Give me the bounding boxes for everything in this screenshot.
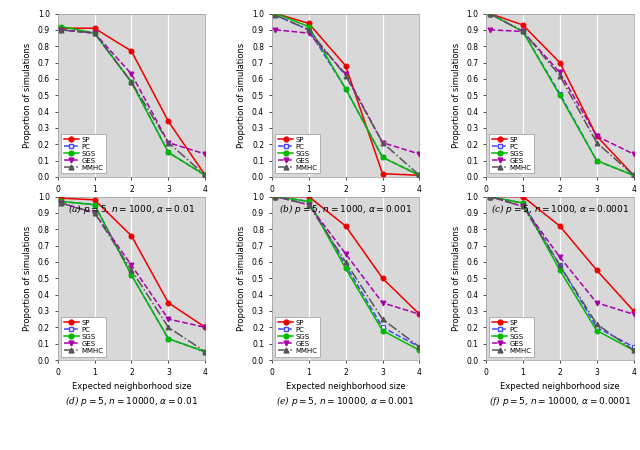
Legend: SP, PC, SGS, GES, MMHC: SP, PC, SGS, GES, MMHC <box>275 317 320 356</box>
Text: (b) $p = 5$, $n = 1000$, $\alpha = 0.001$: (b) $p = 5$, $n = 1000$, $\alpha = 0.001… <box>279 202 412 216</box>
Y-axis label: Proportion of simulations: Proportion of simulations <box>23 43 32 148</box>
X-axis label: Expected neighborhood size: Expected neighborhood size <box>72 199 191 208</box>
X-axis label: Expected neighborhood size: Expected neighborhood size <box>72 382 191 391</box>
Legend: SP, PC, SGS, GES, MMHC: SP, PC, SGS, GES, MMHC <box>490 134 534 173</box>
Text: (c) $p = 5$, $n = 1000$, $\alpha = 0.0001$: (c) $p = 5$, $n = 1000$, $\alpha = 0.000… <box>491 202 629 216</box>
Y-axis label: Proportion of simulations: Proportion of simulations <box>237 43 246 148</box>
Legend: SP, PC, SGS, GES, MMHC: SP, PC, SGS, GES, MMHC <box>61 134 106 173</box>
X-axis label: Expected neighborhood size: Expected neighborhood size <box>286 199 405 208</box>
Y-axis label: Proportion of simulations: Proportion of simulations <box>23 225 32 331</box>
Y-axis label: Proportion of simulations: Proportion of simulations <box>237 225 246 331</box>
X-axis label: Expected neighborhood size: Expected neighborhood size <box>286 382 405 391</box>
Text: (a) $p = 5$, $n = 1000$, $\alpha = 0.01$: (a) $p = 5$, $n = 1000$, $\alpha = 0.01$ <box>68 202 195 216</box>
Legend: SP, PC, SGS, GES, MMHC: SP, PC, SGS, GES, MMHC <box>61 317 106 356</box>
Legend: SP, PC, SGS, GES, MMHC: SP, PC, SGS, GES, MMHC <box>490 317 534 356</box>
Text: (f) $p = 5$, $n = 10000$, $\alpha = 0.0001$: (f) $p = 5$, $n = 10000$, $\alpha = 0.00… <box>489 394 631 408</box>
X-axis label: Expected neighborhood size: Expected neighborhood size <box>500 382 620 391</box>
Text: (d) $p = 5$, $n = 10000$, $\alpha = 0.01$: (d) $p = 5$, $n = 10000$, $\alpha = 0.01… <box>65 394 198 408</box>
X-axis label: Expected neighborhood size: Expected neighborhood size <box>500 199 620 208</box>
Text: (e) $p = 5$, $n = 10000$, $\alpha = 0.001$: (e) $p = 5$, $n = 10000$, $\alpha = 0.00… <box>276 394 415 408</box>
Y-axis label: Proportion of simulations: Proportion of simulations <box>452 225 461 331</box>
Legend: SP, PC, SGS, GES, MMHC: SP, PC, SGS, GES, MMHC <box>275 134 320 173</box>
Y-axis label: Proportion of simulations: Proportion of simulations <box>452 43 461 148</box>
